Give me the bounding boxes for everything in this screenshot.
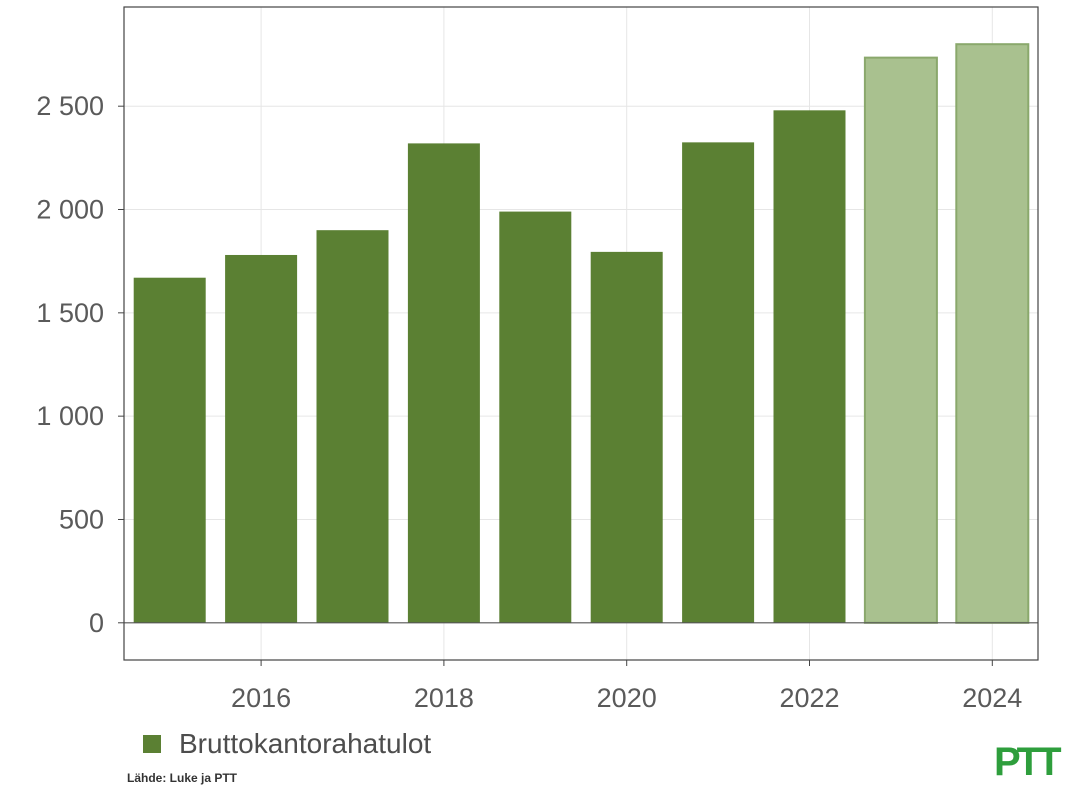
x-tick-label: 2022 [779,683,839,713]
y-tick-label: 0 [89,608,104,638]
bar-2024 [956,44,1028,623]
bar-2019 [499,212,571,623]
ptt-logo: PTT [994,741,1066,781]
legend-swatch [143,735,161,753]
bar-2016 [225,255,297,623]
logo-text: PTT [994,741,1061,781]
y-tick-label: 2 500 [36,91,104,121]
y-tick-label: 1 000 [36,401,104,431]
bar-2021 [682,142,754,622]
bar-2022 [774,110,846,622]
x-tick-label: 2018 [414,683,474,713]
x-tick-label: 2024 [962,683,1022,713]
bar-2020 [591,252,663,623]
bar-2018 [408,143,480,622]
x-tick-label: 2020 [597,683,657,713]
y-axis-ticks: 0 500 1 000 1 500 2 000 2 500 [36,91,124,638]
bar-2015 [134,278,206,623]
y-tick-label: 1 500 [36,298,104,328]
bar-2023 [865,58,937,623]
x-tick-label: 2016 [231,683,291,713]
y-tick-label: 500 [59,504,104,534]
y-tick-label: 2 000 [36,195,104,225]
legend: Bruttokantorahatulot [143,728,431,760]
legend-label: Bruttokantorahatulot [179,728,431,760]
source-note: Lähde: Luke ja PTT [127,771,237,785]
x-axis-ticks: 2016 2018 2020 2022 2024 [231,660,1022,713]
bar-2017 [317,230,389,623]
